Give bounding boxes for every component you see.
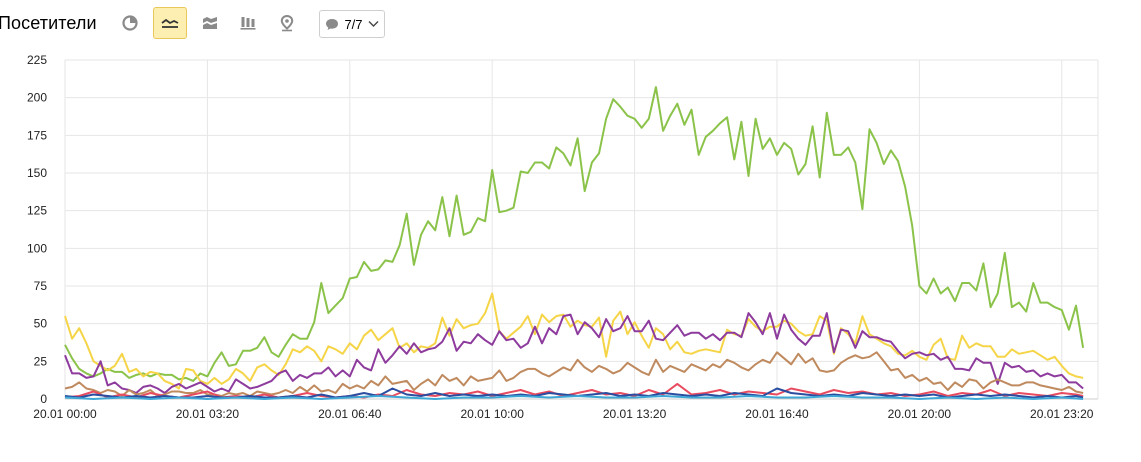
x-tick-label: 20.01 03:20 xyxy=(176,407,240,421)
comment-icon xyxy=(326,18,339,30)
stacked-area-button[interactable] xyxy=(193,7,227,39)
x-tick-label: 20.01 00:00 xyxy=(33,407,97,421)
y-tick-label: 0 xyxy=(40,392,47,406)
map-button[interactable] xyxy=(270,7,304,39)
series-line-3[interactable] xyxy=(64,312,1084,394)
x-tick-label: 20.01 13:20 xyxy=(603,407,667,421)
series-line-1[interactable] xyxy=(64,86,1085,382)
series-line-4[interactable] xyxy=(64,351,1084,397)
series-line-7[interactable] xyxy=(64,395,1084,400)
series-line-2[interactable] xyxy=(64,292,1084,390)
chart-title: Посетители xyxy=(0,13,97,33)
y-tick-label: 175 xyxy=(27,128,47,142)
x-tick-label: 20.01 20:00 xyxy=(888,407,952,421)
x-axis: 20.01 00:00 20.01 03:20 20.01 06:40 20.01 1… xyxy=(33,407,1093,421)
y-tick-label: 50 xyxy=(34,317,48,331)
x-tick-label: 20.01 23:20 xyxy=(1030,407,1094,421)
map-pin-icon xyxy=(280,14,294,31)
stacked-area-icon xyxy=(203,17,217,29)
stacked-bar-button[interactable] xyxy=(231,7,265,39)
chart-grid xyxy=(64,59,1099,400)
y-tick-label: 25 xyxy=(34,354,48,368)
y-tick-label: 150 xyxy=(27,166,47,180)
chevron-down-icon xyxy=(368,21,379,27)
line-chart-button[interactable] xyxy=(153,7,187,39)
pie-chart-icon xyxy=(122,15,138,31)
series-line-5[interactable] xyxy=(64,382,1084,399)
x-tick-label: 20.01 10:00 xyxy=(460,407,524,421)
x-tick-label: 20.01 06:40 xyxy=(318,407,382,421)
series-selector[interactable]: 7/7 xyxy=(319,10,385,38)
y-tick-label: 100 xyxy=(27,241,47,255)
series-counter: 7/7 xyxy=(344,16,363,32)
chart-toolbar: Посетители xyxy=(0,4,1141,42)
y-tick-label: 125 xyxy=(27,204,47,218)
y-tick-label: 225 xyxy=(27,53,47,67)
line-chart-icon xyxy=(161,18,179,28)
stacked-bar-icon xyxy=(240,17,256,30)
y-tick-label: 75 xyxy=(34,279,48,293)
chart-series xyxy=(64,86,1085,400)
x-tick-label: 20.01 16:40 xyxy=(745,407,809,421)
pie-chart-button[interactable] xyxy=(113,7,147,39)
y-tick-label: 200 xyxy=(27,91,47,105)
y-axis: 0 25 50 75 100 125 150 175 200 225 xyxy=(27,53,47,406)
